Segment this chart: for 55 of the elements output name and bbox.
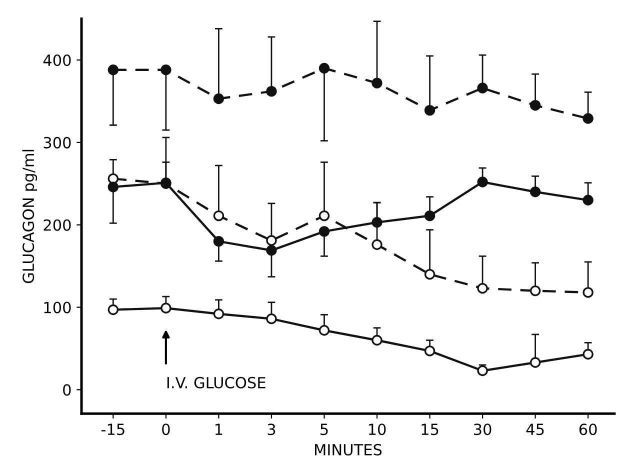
point (213, 210, 224, 222)
point (108, 182, 119, 192)
point (372, 217, 382, 228)
x-tick-label: 60 (579, 424, 597, 436)
point (477, 282, 488, 294)
point (477, 176, 488, 188)
point (582, 348, 594, 360)
point (266, 313, 277, 324)
point (582, 194, 594, 206)
x-tick-label: -15 (101, 424, 124, 436)
annotation: I.V. GLUCOSE (167, 376, 266, 388)
point (108, 304, 119, 316)
point (266, 245, 277, 256)
point (372, 334, 382, 346)
point (318, 325, 330, 336)
point (318, 62, 330, 74)
point (424, 104, 436, 116)
point (424, 346, 436, 356)
point (372, 239, 382, 250)
point (424, 210, 436, 222)
point (530, 186, 541, 198)
y-tick-label: 400 (43, 54, 71, 66)
point (213, 236, 224, 247)
point (530, 357, 541, 368)
point (213, 93, 224, 104)
point (266, 86, 277, 97)
point (266, 235, 277, 246)
y-tick-label: 0 (63, 384, 71, 396)
x-tick-label: 0 (162, 424, 170, 436)
y-tick-label: 100 (44, 302, 71, 314)
point (318, 226, 330, 237)
x-tick-label: 10 (368, 424, 386, 436)
point (582, 113, 594, 124)
point (108, 64, 119, 76)
x-tick-label: 5 (320, 424, 328, 436)
point (160, 302, 172, 314)
x-tick-label: 15 (422, 424, 438, 436)
y-tick-label: 200 (44, 219, 71, 231)
y-tick-label: 300 (44, 136, 71, 148)
point (160, 64, 172, 76)
x-tick-label: 30 (474, 424, 492, 436)
point (582, 287, 594, 298)
point (424, 268, 436, 280)
point (213, 308, 224, 320)
x-tick-label: 3 (268, 424, 276, 436)
point (530, 285, 541, 296)
y-axis-title: GLUCAGON pg/ml (22, 150, 38, 284)
point (318, 210, 330, 222)
point (530, 100, 541, 111)
x-tick-label: 1 (216, 424, 222, 435)
x-axis-title: MINUTES (314, 444, 382, 456)
point (477, 365, 488, 376)
x-tick-label: 45 (526, 424, 544, 436)
point (372, 78, 382, 88)
point (477, 82, 488, 94)
